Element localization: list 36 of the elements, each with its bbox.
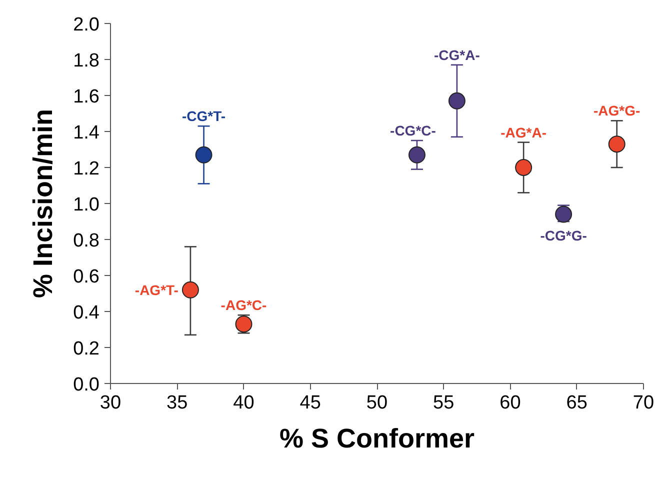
point [182, 281, 199, 298]
x-tick-label: 35 [166, 392, 188, 414]
x-tick-label: 45 [300, 392, 321, 414]
y-tick-label: 1.6 [73, 86, 100, 108]
series-label: -AG*T- [134, 282, 179, 298]
x-tick-label: 60 [500, 392, 521, 414]
series-label: -CG*G- [540, 228, 588, 244]
x-axis-title: % S Conformer [279, 424, 476, 454]
point [448, 92, 466, 110]
series-label: -AG*A- [500, 124, 547, 140]
x-tick-label: 50 [366, 392, 388, 414]
series-label: -AG*C- [220, 297, 268, 314]
text: -CG*A- [434, 46, 480, 63]
y-tick-label: 1.4 [73, 122, 100, 144]
y-tick-label: 0.6 [73, 266, 100, 288]
point [608, 136, 626, 153]
series-label: -CG*C- [390, 122, 436, 138]
y-tick-label: 1.2 [73, 158, 100, 180]
text: -CG*T- [182, 108, 226, 124]
series-label: -AG*G- [594, 102, 641, 119]
x-tick-label: 40 [233, 392, 254, 414]
point [408, 146, 426, 164]
y-tick-label: 1.8 [73, 50, 100, 72]
y-tick-label: 0.4 [73, 302, 100, 324]
y-tick-label: 0.2 [73, 338, 100, 360]
y-tick-label: 0.8 [73, 230, 100, 252]
x-tick-label: 55 [433, 392, 454, 414]
y-tick-label: 0.0 [73, 374, 100, 396]
point [515, 159, 532, 176]
y-tick-label: 2.0 [73, 14, 100, 36]
y-tick-label: 1.0 [73, 194, 100, 216]
x-tick-label: 70 [632, 392, 654, 414]
point [195, 146, 212, 164]
x-tick-label: 30 [100, 392, 122, 414]
x-tick-label: 65 [566, 392, 588, 414]
y-axis-title: % Incision/min [28, 108, 58, 298]
